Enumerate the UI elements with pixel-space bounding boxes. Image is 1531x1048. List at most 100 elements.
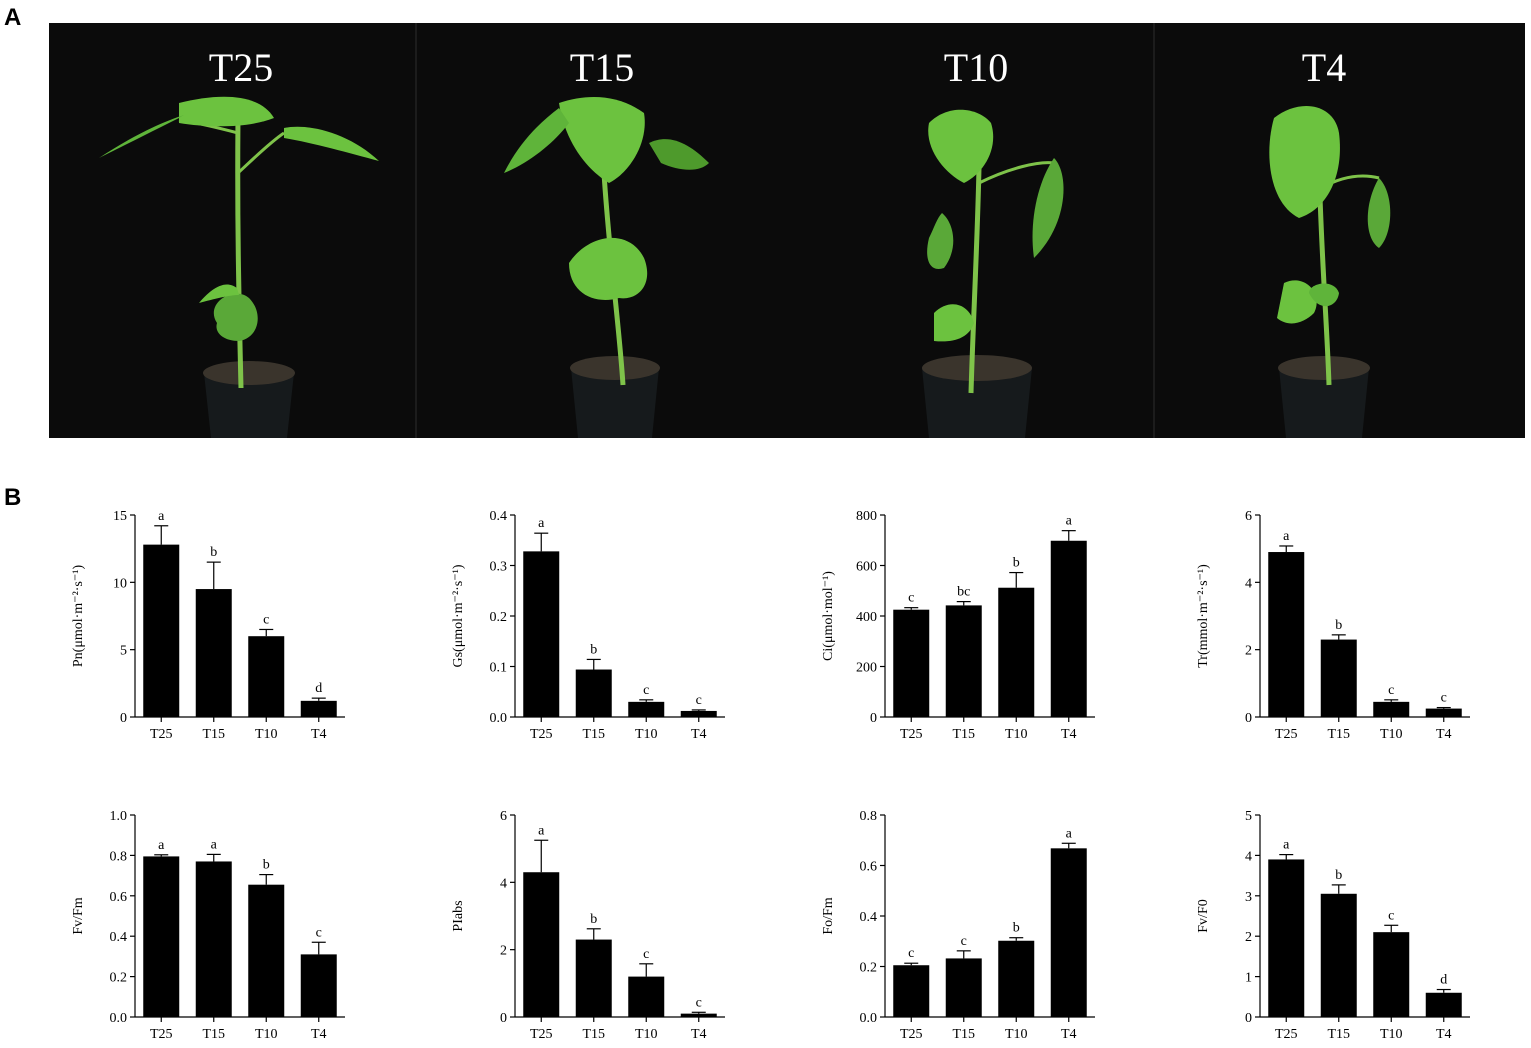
y-axis-label: Pn(μmol·m⁻²·s⁻¹) [71, 565, 86, 668]
y-tick-label: 0 [1245, 711, 1252, 726]
y-tick-label: 0.0 [110, 1011, 128, 1026]
y-tick-label: 15 [113, 509, 127, 524]
y-tick-label: 0 [870, 711, 877, 726]
bar-chart-ci: 0 200 400 600 800 Ci(μmol·mol⁻¹) c T25 bc T15 b T10… [821, 509, 1095, 742]
pot [204, 373, 294, 438]
bar [1268, 552, 1305, 717]
bar [1373, 932, 1410, 1017]
bar [628, 976, 665, 1017]
bar [575, 669, 612, 717]
y-axis-label: Fv/F0 [1196, 899, 1211, 932]
x-tick-label: T4 [691, 1027, 707, 1042]
significance-letter: c [643, 947, 649, 962]
significance-letter: a [538, 516, 545, 531]
significance-letter: a [1283, 529, 1290, 544]
bar [1050, 848, 1087, 1017]
bar [195, 861, 232, 1017]
y-tick-label: 5 [1245, 809, 1252, 824]
y-tick-label: 1 [1245, 971, 1252, 986]
y-axis-label: Ci(μmol·mol⁻¹) [821, 571, 836, 661]
x-tick-label: T25 [900, 727, 923, 742]
y-tick-label: 200 [856, 661, 877, 676]
y-axis-label: Fv/Fm [71, 897, 86, 934]
y-axis-label: Fo/Fm [821, 897, 836, 934]
x-tick-label: T15 [582, 1027, 605, 1042]
y-tick-label: 2 [1245, 930, 1252, 945]
x-tick-label: T4 [1061, 1027, 1077, 1042]
bar [1425, 708, 1462, 717]
bar [998, 587, 1035, 717]
y-axis-label: Gs(μmol·m⁻²·s⁻¹) [451, 564, 466, 667]
y-tick-label: 0.3 [490, 560, 508, 575]
y-tick-label: 0.0 [490, 711, 508, 726]
x-tick-label: T25 [530, 1027, 553, 1042]
y-tick-label: 0.4 [110, 930, 128, 945]
bar [1373, 701, 1410, 717]
x-tick-label: T25 [900, 1027, 923, 1042]
significance-letter: a [158, 509, 165, 524]
bar [893, 609, 930, 717]
bar [945, 958, 982, 1017]
soil [1278, 356, 1370, 380]
significance-letter: c [1441, 691, 1447, 706]
photo-label: T25 [209, 45, 273, 90]
significance-letter: c [1388, 683, 1394, 698]
x-tick-label: T10 [255, 1027, 278, 1042]
photo-label: T15 [570, 45, 634, 90]
significance-letter: b [1013, 556, 1020, 571]
x-tick-label: T25 [150, 1027, 173, 1042]
y-tick-label: 0 [120, 711, 127, 726]
x-tick-label: T10 [1005, 727, 1028, 742]
significance-letter: c [908, 946, 914, 961]
significance-letter: c [961, 934, 967, 949]
significance-letter: a [211, 837, 218, 852]
y-tick-label: 0.4 [860, 910, 878, 925]
bar [680, 1013, 717, 1017]
bar [248, 884, 285, 1017]
x-tick-label: T4 [311, 727, 327, 742]
y-tick-label: 0 [1245, 1011, 1252, 1026]
x-tick-label: T4 [1061, 727, 1077, 742]
significance-letter: c [696, 693, 702, 708]
x-tick-label: T25 [530, 727, 553, 742]
bar-chart-fvf0: 0 1 2 3 4 5 Fv/F0 a T25 b T15 c T10 d T4 [1196, 809, 1470, 1042]
bar [143, 856, 180, 1017]
x-tick-label: T4 [1436, 1027, 1452, 1042]
photo-label: T4 [1302, 45, 1346, 90]
x-tick-label: T15 [202, 1027, 225, 1042]
y-tick-label: 0.2 [490, 610, 508, 625]
plant-t25 [99, 96, 379, 438]
bar [998, 940, 1035, 1017]
y-tick-label: 600 [856, 560, 877, 575]
y-tick-label: 800 [856, 509, 877, 524]
significance-letter: d [1440, 973, 1447, 988]
y-tick-label: 10 [113, 576, 127, 591]
x-tick-label: T4 [311, 1027, 327, 1042]
bar [628, 701, 665, 717]
x-tick-label: T15 [952, 1027, 975, 1042]
y-tick-label: 5 [120, 644, 127, 659]
y-tick-label: 0.2 [860, 961, 878, 976]
x-tick-label: T4 [1436, 727, 1452, 742]
bar [523, 551, 560, 717]
x-tick-label: T15 [1327, 727, 1350, 742]
significance-letter: c [696, 995, 702, 1010]
x-tick-label: T10 [255, 727, 278, 742]
y-tick-label: 6 [1245, 509, 1252, 524]
bar [1320, 639, 1357, 717]
soil [922, 355, 1032, 381]
plant-t15 [504, 97, 709, 438]
soil [203, 361, 295, 385]
bar-chart-tr: 0 2 4 6 Tr(mmol·m⁻²·s⁻¹) a T25 b T15 c T10 c T4 [1196, 509, 1470, 742]
significance-letter: b [210, 545, 217, 560]
pot [922, 368, 1032, 438]
x-tick-label: T10 [635, 727, 658, 742]
x-tick-label: T15 [202, 727, 225, 742]
y-tick-label: 2 [500, 944, 507, 959]
photo-label: T10 [944, 45, 1008, 90]
bar-chart-pn: 0 5 10 15 Pn(μmol·m⁻²·s⁻¹) a T25 b T15 c T10 d T4 [71, 509, 345, 742]
significance-letter: b [1013, 921, 1020, 936]
y-tick-label: 0.4 [490, 509, 508, 524]
y-tick-label: 0.1 [490, 661, 508, 676]
bar [1320, 893, 1357, 1017]
